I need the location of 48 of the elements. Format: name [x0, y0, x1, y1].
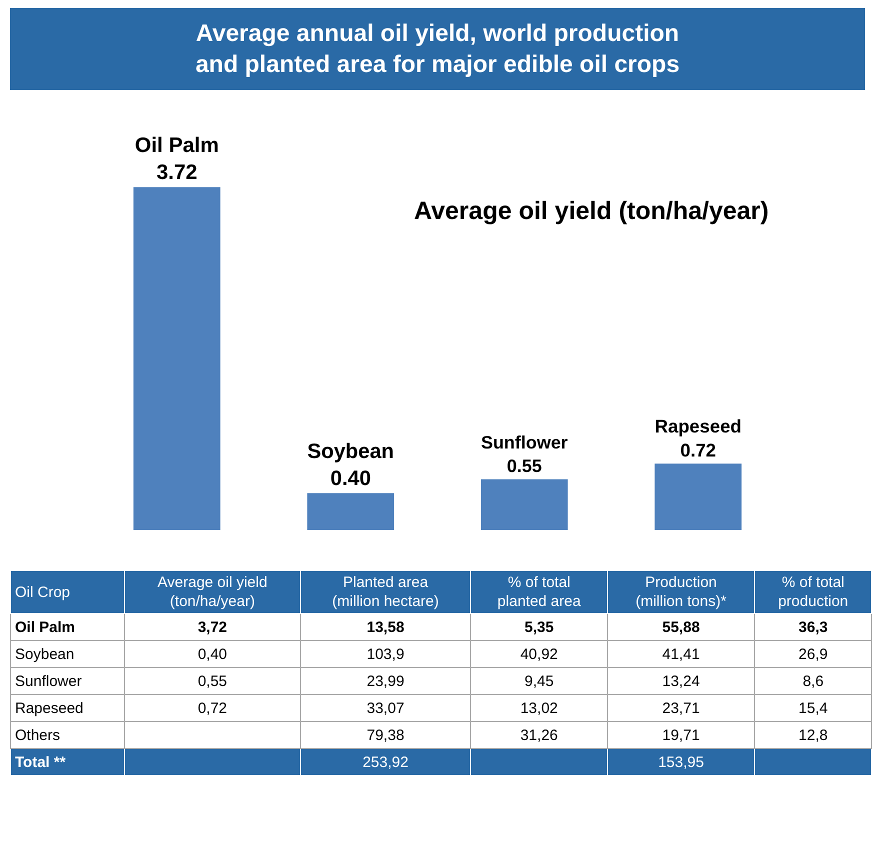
data-label: 23,99	[300, 668, 471, 694]
data-label: 0.72	[680, 439, 716, 460]
data-label: 41,41	[607, 640, 755, 668]
data-label: 9,45	[470, 668, 608, 694]
data-label: 79,38	[300, 722, 471, 748]
category-label: Oil Palm	[10, 614, 125, 640]
data-label: 26,9	[754, 640, 872, 668]
category-label: Total **	[10, 748, 125, 776]
chart-title: Average annual oil yield, world production and planted area for major edible oil crops	[10, 8, 865, 90]
data-label: 153,95	[607, 748, 755, 776]
text: Planted area (million hectare)	[300, 570, 471, 614]
data-label: 13,24	[607, 668, 755, 694]
text: % of total planted area	[470, 570, 608, 614]
data-label: 8,6	[754, 668, 872, 694]
data-label: 3,72	[124, 614, 300, 640]
data-label: 31,26	[470, 722, 608, 748]
chart-subtitle: Average oil yield (ton/ha/year)	[414, 197, 769, 225]
data-label: 0,40	[124, 640, 300, 668]
data-label: 103,9	[300, 640, 471, 668]
data-label: 253,92	[300, 748, 471, 776]
data-label: 55,88	[607, 614, 755, 640]
data-label: 23,71	[607, 694, 755, 722]
data-label: 3.72	[156, 161, 198, 184]
bar	[654, 464, 742, 530]
data-label: 15,4	[754, 694, 872, 722]
text: Production (million tons)*	[607, 570, 755, 614]
data-label: 13,02	[470, 694, 608, 722]
bar	[480, 479, 568, 530]
data-label: 33,07	[300, 694, 471, 722]
bar	[133, 187, 220, 530]
category-label: Soybean	[10, 640, 125, 668]
bar	[307, 493, 394, 530]
category-label: Others	[10, 722, 125, 748]
data-label: 13,58	[300, 614, 471, 640]
data-label: 12,8	[754, 722, 872, 748]
data-label: 0.55	[506, 456, 542, 476]
data-label: 0,72	[124, 694, 300, 722]
data-label: 0.40	[330, 467, 371, 490]
data-label: 19,71	[607, 722, 755, 748]
category-label: Sunflower	[10, 668, 125, 694]
text: % of total production	[754, 570, 872, 614]
text: Oil Crop	[10, 570, 125, 614]
data-label: 5,35	[470, 614, 608, 640]
data-label: 0,55	[124, 668, 300, 694]
category-label: Rapeseed	[10, 694, 125, 722]
text: Average oil yield (ton/ha/year)	[124, 570, 300, 614]
data-label: 36,3	[754, 614, 872, 640]
data-label: 40,92	[470, 640, 608, 668]
